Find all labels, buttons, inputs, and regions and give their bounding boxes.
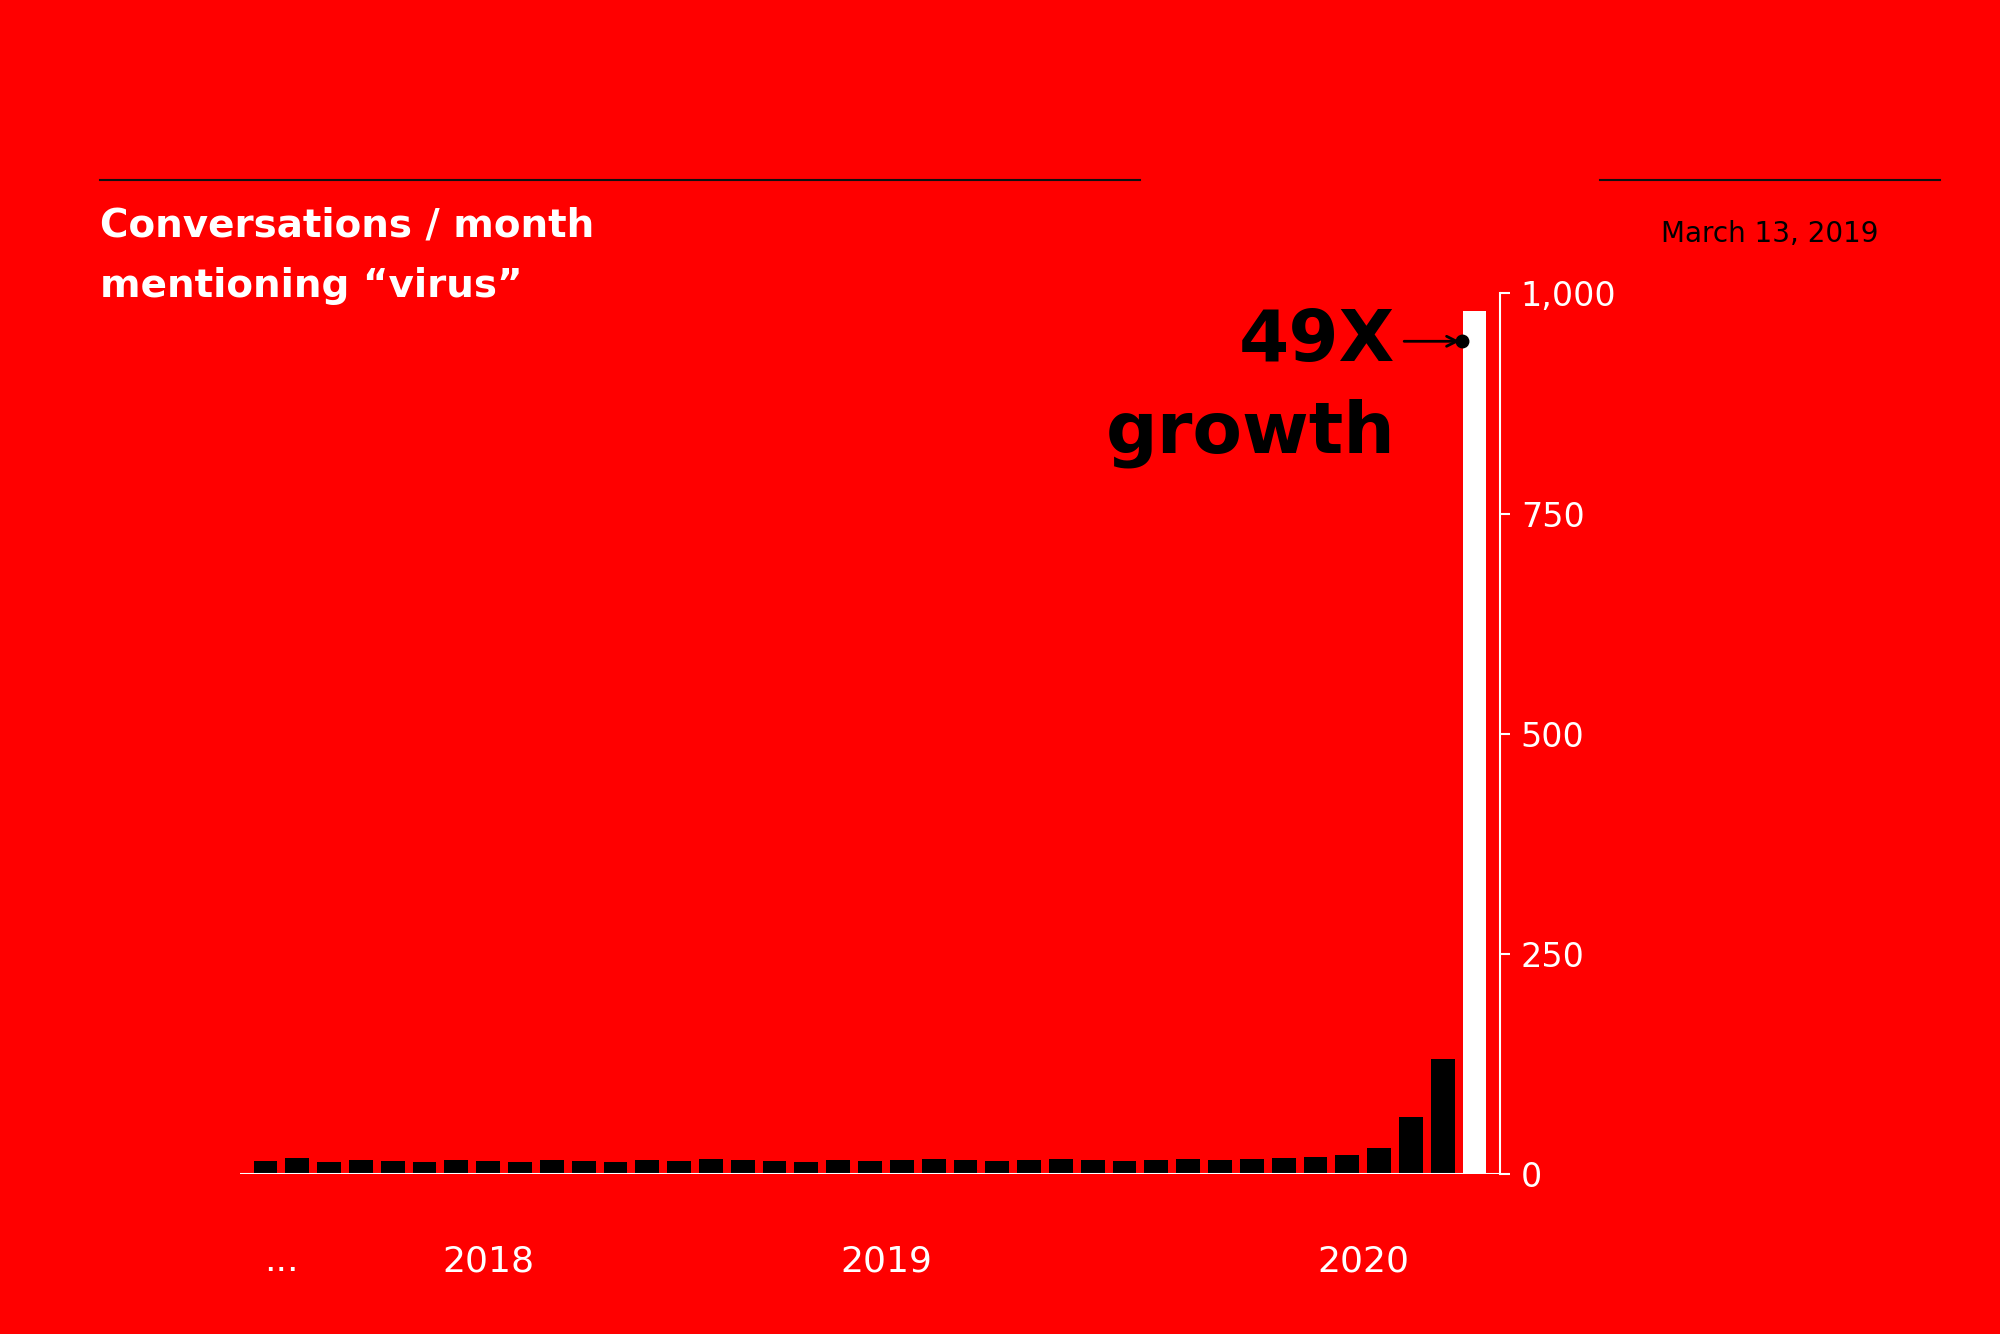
- Bar: [1462, 311, 1486, 1174]
- Bar: [1208, 1159, 1232, 1174]
- Bar: [1144, 1159, 1168, 1174]
- Bar: [604, 1162, 628, 1174]
- Text: 2020: 2020: [1318, 1245, 1410, 1278]
- Text: Conversations / month: Conversations / month: [100, 207, 594, 244]
- Bar: [1112, 1161, 1136, 1174]
- Bar: [1018, 1159, 1042, 1174]
- Bar: [254, 1161, 278, 1174]
- Text: growth: growth: [1106, 399, 1396, 468]
- Bar: [1272, 1158, 1296, 1174]
- Bar: [1368, 1147, 1392, 1174]
- Bar: [476, 1161, 500, 1174]
- Text: 2018: 2018: [442, 1245, 534, 1278]
- Text: ...: ...: [264, 1245, 298, 1278]
- Bar: [572, 1161, 596, 1174]
- Bar: [380, 1161, 404, 1174]
- Bar: [1430, 1059, 1454, 1174]
- Bar: [986, 1161, 1010, 1174]
- Bar: [636, 1159, 660, 1174]
- Bar: [826, 1159, 850, 1174]
- Bar: [318, 1162, 342, 1174]
- Bar: [1336, 1154, 1360, 1174]
- Bar: [954, 1159, 978, 1174]
- Text: March 13, 2019: March 13, 2019: [1662, 220, 1878, 248]
- Bar: [412, 1162, 436, 1174]
- Bar: [508, 1162, 532, 1174]
- Bar: [890, 1159, 914, 1174]
- Bar: [762, 1161, 786, 1174]
- Bar: [1080, 1159, 1104, 1174]
- Bar: [1398, 1117, 1422, 1174]
- Bar: [698, 1159, 722, 1174]
- Bar: [858, 1161, 882, 1174]
- Bar: [444, 1159, 468, 1174]
- Bar: [922, 1159, 946, 1174]
- Bar: [794, 1162, 818, 1174]
- Bar: [1304, 1157, 1328, 1174]
- Text: mentioning “virus”: mentioning “virus”: [100, 267, 522, 304]
- Bar: [1048, 1159, 1072, 1174]
- Bar: [1176, 1159, 1200, 1174]
- Bar: [668, 1161, 692, 1174]
- Bar: [286, 1158, 310, 1174]
- Bar: [1240, 1159, 1264, 1174]
- Bar: [730, 1159, 754, 1174]
- Text: 49X: 49X: [1238, 307, 1396, 376]
- Text: 2019: 2019: [840, 1245, 932, 1278]
- Bar: [348, 1159, 372, 1174]
- Bar: [540, 1159, 564, 1174]
